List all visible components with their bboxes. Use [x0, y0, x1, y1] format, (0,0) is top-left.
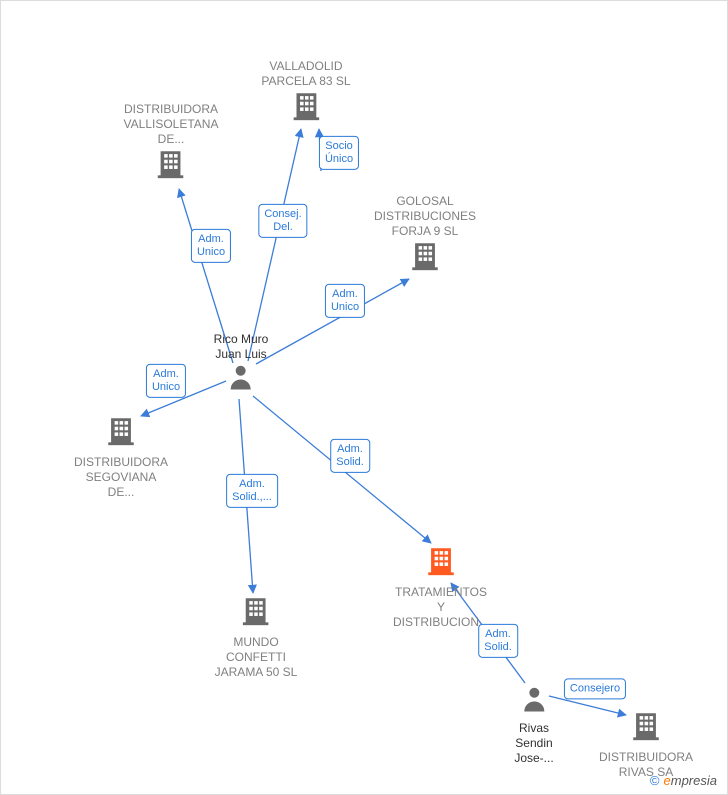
node-label: DISTRIBUIDORA VALLISOLETANA DE...: [124, 102, 219, 147]
building-icon: [124, 147, 219, 188]
node-label: Rico Muro Juan Luis: [214, 332, 269, 362]
edge-label-e6: Adm. Solid.: [330, 439, 370, 473]
copyright-symbol: ©: [650, 773, 660, 788]
person-icon: [514, 684, 553, 721]
edge-label-e3: Adm. Unico: [325, 284, 365, 318]
node-rico-muro[interactable]: Rico Muro Juan Luis: [214, 332, 269, 399]
node-label: TRATAMIENTOS Y DISTRIBUCION...: [393, 585, 489, 630]
edge-label-e7: Adm. Solid.: [478, 624, 518, 658]
node-distribuidora-vallisoletana[interactable]: DISTRIBUIDORA VALLISOLETANA DE...: [124, 102, 219, 188]
edges-layer: [1, 1, 727, 794]
node-label: Rivas Sendin Jose-...: [514, 721, 553, 766]
watermark: © empresia: [650, 773, 717, 788]
edge-label-e2b: Socio Único: [319, 136, 359, 170]
edge-label-e8: Consejero: [564, 678, 626, 699]
node-rivas-sendin[interactable]: Rivas Sendin Jose-...: [514, 684, 553, 766]
node-label: MUNDO CONFETTI JARAMA 50 SL: [215, 635, 298, 680]
building-icon: [393, 544, 489, 585]
node-distribuidora-rivas[interactable]: DISTRIBUIDORA RIVAS SA: [599, 709, 693, 780]
edge-label-e1: Adm. Unico: [191, 229, 231, 263]
edge-e2: [248, 129, 301, 361]
watermark-brand-e: e: [664, 773, 671, 788]
node-label: VALLADOLID PARCELA 83 SL: [261, 59, 350, 89]
node-label: DISTRIBUIDORA SEGOVIANA DE...: [74, 455, 168, 500]
node-label: GOLOSAL DISTRIBUCIONES FORJA 9 SL: [374, 194, 476, 239]
building-icon: [74, 414, 168, 455]
edge-label-e4: Adm. Unico: [146, 364, 186, 398]
node-mundo-confetti[interactable]: MUNDO CONFETTI JARAMA 50 SL: [215, 594, 298, 680]
person-icon: [214, 362, 269, 399]
building-icon: [599, 709, 693, 750]
diagram-canvas: DISTRIBUIDORA VALLISOLETANA DE... VALLAD…: [0, 0, 728, 795]
node-tratamientos[interactable]: TRATAMIENTOS Y DISTRIBUCION...: [393, 544, 489, 630]
watermark-brand: mpresia: [671, 773, 717, 788]
building-icon: [215, 594, 298, 635]
edge-label-e2: Consej. Del.: [258, 204, 307, 238]
edge-label-e5: Adm. Solid.,...: [226, 474, 278, 508]
building-icon: [261, 89, 350, 130]
node-valladolid-parcela[interactable]: VALLADOLID PARCELA 83 SL: [261, 59, 350, 130]
node-golosal[interactable]: GOLOSAL DISTRIBUCIONES FORJA 9 SL: [374, 194, 476, 280]
building-icon: [374, 239, 476, 280]
node-distribuidora-segoviana[interactable]: DISTRIBUIDORA SEGOVIANA DE...: [74, 414, 168, 500]
